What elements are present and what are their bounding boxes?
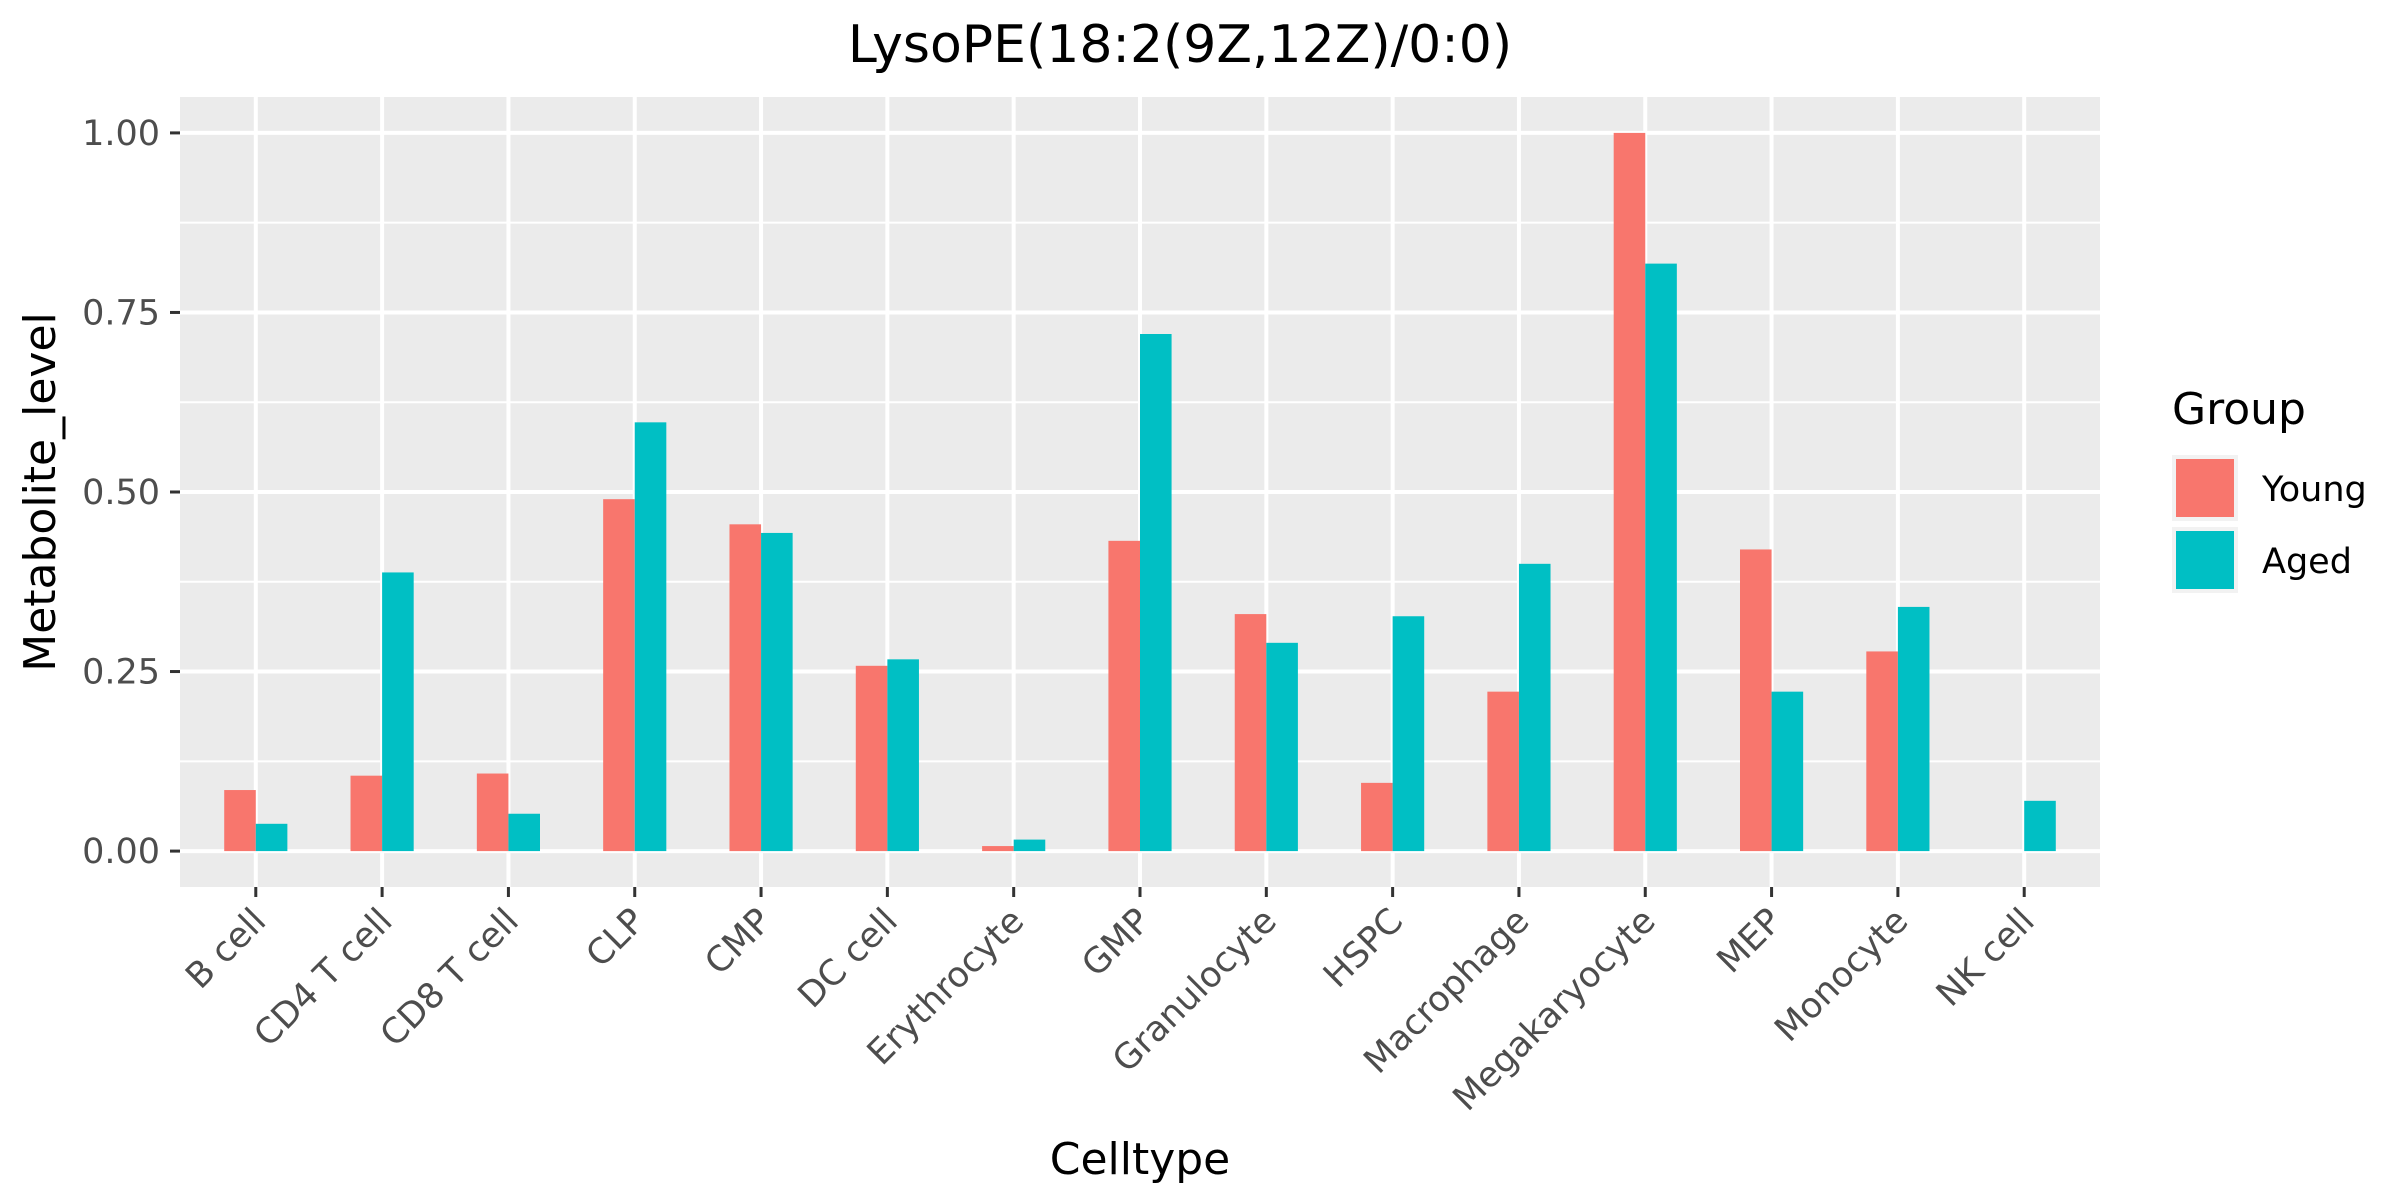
bars [224, 132, 2056, 852]
bar-young [1487, 691, 1519, 852]
x-tick-label: CD8 T cell [373, 901, 527, 1055]
x-tick-label: HSPC [1316, 901, 1411, 996]
bar-aged [1140, 334, 1172, 852]
y-tick-label: 0.50 [82, 473, 160, 513]
legend-title: Group [2172, 384, 2306, 435]
bar-aged [1771, 691, 1804, 852]
x-tick-label: CMP [698, 901, 780, 983]
y-tick-label: 1.00 [82, 114, 160, 154]
x-tick-label: B cell [178, 901, 274, 997]
bar-young [1361, 782, 1393, 852]
bar-aged [1518, 563, 1551, 852]
bar-aged [1266, 642, 1298, 852]
bar-young [982, 846, 1014, 852]
bar-young [476, 773, 509, 852]
y-axis: 0.00 0.25 0.50 0.75 1.00 [82, 114, 180, 872]
bar-young [350, 775, 383, 852]
legend-swatch-young [2176, 459, 2234, 517]
bar-young [729, 524, 762, 852]
bar-aged [1013, 839, 1046, 852]
bar-aged [508, 813, 540, 852]
legend-label-young: Young [2261, 470, 2367, 510]
chart-title: LysoPE(18:2(9Z,12Z)/0:0) [848, 15, 1512, 75]
bar-young [1866, 651, 1898, 852]
x-axis-title: Celltype [1050, 1134, 1231, 1185]
bar-young [1108, 540, 1140, 852]
x-tick-label: CLP [579, 901, 653, 975]
bar-aged [887, 659, 919, 852]
legend: Group Young Aged [2172, 384, 2367, 593]
bar-young [855, 665, 888, 852]
bar-aged [634, 422, 667, 852]
bar-aged [382, 572, 414, 852]
bar-young [1613, 132, 1646, 852]
bar-aged [1897, 606, 1930, 852]
bar-aged [761, 532, 793, 852]
bar-young [1234, 614, 1267, 852]
bar-aged [1392, 616, 1425, 852]
y-axis-title: Metabolite_level [15, 312, 66, 672]
bar-young [1740, 549, 1772, 852]
y-tick-label: 0.25 [82, 653, 160, 693]
bar-aged [1645, 263, 1677, 852]
x-tick-label: Monocyte [1767, 901, 1916, 1050]
bar-young [603, 499, 635, 852]
legend-swatch-aged [2176, 531, 2234, 589]
x-tick-label: DC cell [791, 901, 906, 1016]
legend-label-aged: Aged [2262, 542, 2352, 582]
x-tick-label: GMP [1075, 901, 1159, 985]
y-tick-label: 0.00 [82, 832, 160, 872]
x-tick-label: MEP [1710, 901, 1790, 981]
bar-aged [255, 823, 288, 852]
x-tick-label: NK cell [1929, 901, 2042, 1014]
bar-young [224, 790, 256, 852]
bar-aged [2024, 800, 2056, 852]
y-tick-label: 0.75 [82, 293, 160, 333]
